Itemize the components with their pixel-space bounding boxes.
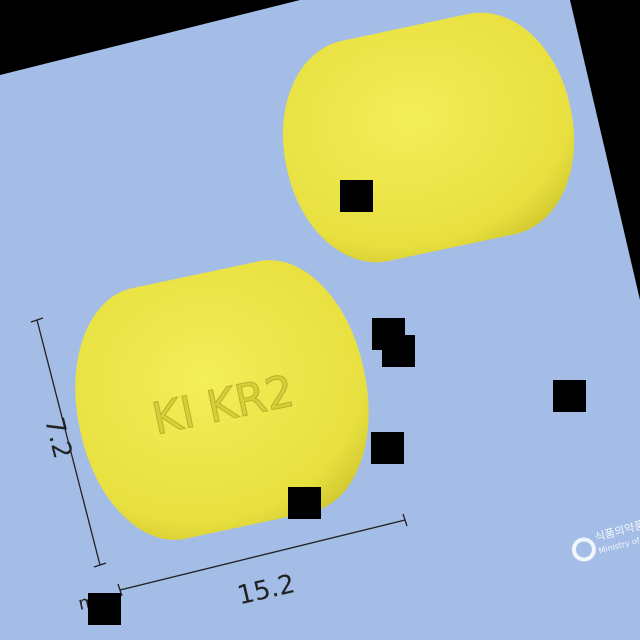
pill-front	[75, 260, 369, 540]
dimension-lines	[30, 317, 408, 597]
occluders	[88, 180, 586, 625]
